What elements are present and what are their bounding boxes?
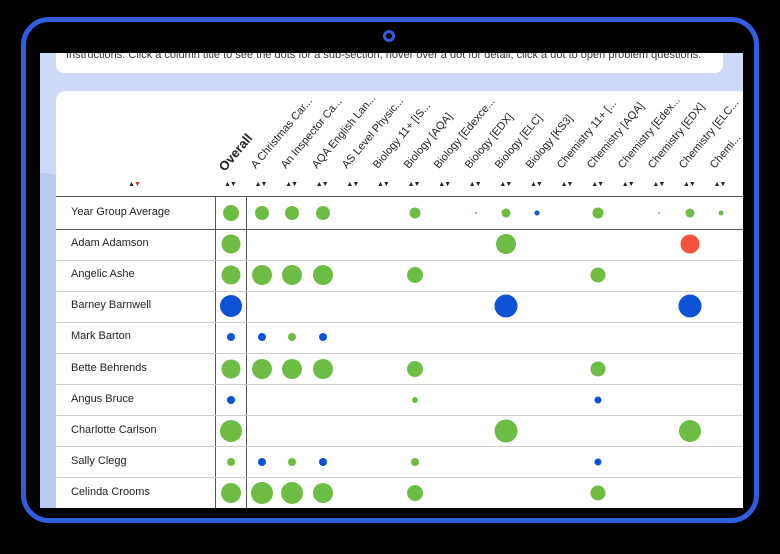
row-divider <box>56 446 743 448</box>
score-dot[interactable] <box>257 457 266 466</box>
score-dot[interactable] <box>221 234 241 254</box>
score-dot[interactable] <box>254 206 269 220</box>
score-dot[interactable] <box>678 294 702 318</box>
score-dot[interactable] <box>474 212 477 214</box>
app-screen: Instructions: Click a column title to se… <box>40 53 743 508</box>
row-divider <box>56 477 743 479</box>
sort-arrows-icon[interactable]: ▲▼ <box>377 181 390 188</box>
sort-arrows-icon[interactable]: ▲▼ <box>285 181 298 188</box>
column-header-overall[interactable]: Overall <box>215 130 256 174</box>
sort-arrows-icon[interactable]: ▲▼ <box>407 181 421 188</box>
score-dot[interactable] <box>406 484 423 501</box>
score-dot[interactable] <box>220 295 242 318</box>
score-dot[interactable] <box>285 206 300 220</box>
score-dot[interactable] <box>221 359 241 378</box>
score-dot[interactable] <box>406 360 423 377</box>
row-divider <box>56 384 743 386</box>
sort-arrows-icon[interactable]: ▲▼ <box>468 181 482 188</box>
score-dot[interactable] <box>410 457 419 466</box>
sort-arrows-icon[interactable]: ▲▼ <box>560 181 574 188</box>
score-dot[interactable] <box>318 457 327 466</box>
student-name: Celinda Crooms <box>71 485 150 498</box>
row-divider <box>56 290 743 292</box>
score-dot[interactable] <box>406 267 423 284</box>
column-divider <box>215 196 216 508</box>
sort-arrows-icon[interactable]: ▲▼ <box>315 181 329 188</box>
sort-arrows-icon[interactable]: ▲▼ <box>438 181 451 188</box>
score-dot[interactable] <box>411 396 418 403</box>
sort-arrows-icon[interactable]: ▲▼ <box>499 181 512 188</box>
score-dot[interactable] <box>312 358 333 379</box>
score-dot[interactable] <box>250 481 273 504</box>
score-dot[interactable] <box>227 333 235 342</box>
sort-arrows-icon[interactable]: ▲▼ <box>530 181 543 188</box>
row-divider <box>56 228 743 230</box>
student-name: Charlotte Carlson <box>71 423 157 436</box>
score-dot[interactable] <box>658 212 661 214</box>
score-dot[interactable] <box>501 208 511 218</box>
sort-arrows-icon[interactable]: ▲▼ <box>254 181 268 188</box>
score-dot[interactable] <box>251 265 272 286</box>
sort-arrows-icon[interactable]: ▲▼ <box>713 181 727 188</box>
student-name: Angelic Ashe <box>71 268 135 281</box>
score-dot[interactable] <box>288 457 297 466</box>
row-divider <box>56 415 743 417</box>
score-dot[interactable] <box>315 206 330 220</box>
student-name: Angus Bruce <box>71 392 134 405</box>
score-dot[interactable] <box>718 210 724 216</box>
name-sort-arrows-icon[interactable]: ▲▼ <box>128 181 141 188</box>
score-dot[interactable] <box>318 333 327 342</box>
score-dot[interactable] <box>282 358 303 379</box>
sort-arrows-icon[interactable]: ▲▼ <box>683 181 696 188</box>
score-dot[interactable] <box>312 482 333 503</box>
score-dot[interactable] <box>594 458 602 466</box>
camera-icon <box>383 30 395 42</box>
row-divider <box>56 352 743 354</box>
score-dot[interactable] <box>312 265 333 286</box>
score-dot[interactable] <box>251 358 272 379</box>
score-dot[interactable] <box>282 265 303 286</box>
score-dot[interactable] <box>494 419 518 443</box>
student-name: Sally Clegg <box>71 454 127 467</box>
student-name: Barney Barnwell <box>71 299 152 312</box>
student-name: Adam Adamson <box>71 237 149 250</box>
score-dot[interactable] <box>592 207 604 219</box>
student-name: Mark Barton <box>71 330 131 343</box>
score-dot[interactable] <box>494 294 518 318</box>
score-dot[interactable] <box>288 333 297 342</box>
student-name: Bette Behrends <box>71 361 147 374</box>
sort-arrows-icon[interactable]: ▲▼ <box>652 181 665 188</box>
score-dot[interactable] <box>590 361 606 376</box>
score-dot[interactable] <box>221 482 241 503</box>
score-dot[interactable] <box>220 419 242 442</box>
sort-arrows-icon[interactable]: ▲▼ <box>346 181 359 188</box>
score-dot[interactable] <box>227 457 235 466</box>
score-dot[interactable] <box>281 481 304 504</box>
sort-arrows-icon[interactable]: ▲▼ <box>591 181 604 188</box>
header-divider <box>56 196 743 197</box>
sort-arrows-icon[interactable]: ▲▼ <box>621 181 635 188</box>
score-dot[interactable] <box>685 208 695 218</box>
student-name: Year Group Average <box>71 206 171 218</box>
score-dot[interactable] <box>590 485 606 501</box>
score-dot[interactable] <box>594 396 602 404</box>
score-dot[interactable] <box>534 210 540 216</box>
score-dot[interactable] <box>227 395 235 404</box>
score-dot[interactable] <box>223 205 239 221</box>
score-dot[interactable] <box>590 267 606 283</box>
score-dot[interactable] <box>257 333 266 342</box>
row-divider <box>56 321 743 323</box>
score-dot[interactable] <box>221 265 241 285</box>
instructions-text: Instructions: Click a column title to se… <box>56 53 723 73</box>
score-dot[interactable] <box>409 207 421 219</box>
results-grid: Overall ▲▼ A Christmas Car... ▲▼ An Inspecto… <box>56 91 743 508</box>
sort-arrows-icon[interactable]: ▲▼ <box>224 181 237 188</box>
score-dot[interactable] <box>680 234 700 254</box>
score-dot[interactable] <box>679 419 701 442</box>
column-divider <box>246 196 247 508</box>
score-dot[interactable] <box>496 234 517 255</box>
row-divider <box>56 259 743 261</box>
